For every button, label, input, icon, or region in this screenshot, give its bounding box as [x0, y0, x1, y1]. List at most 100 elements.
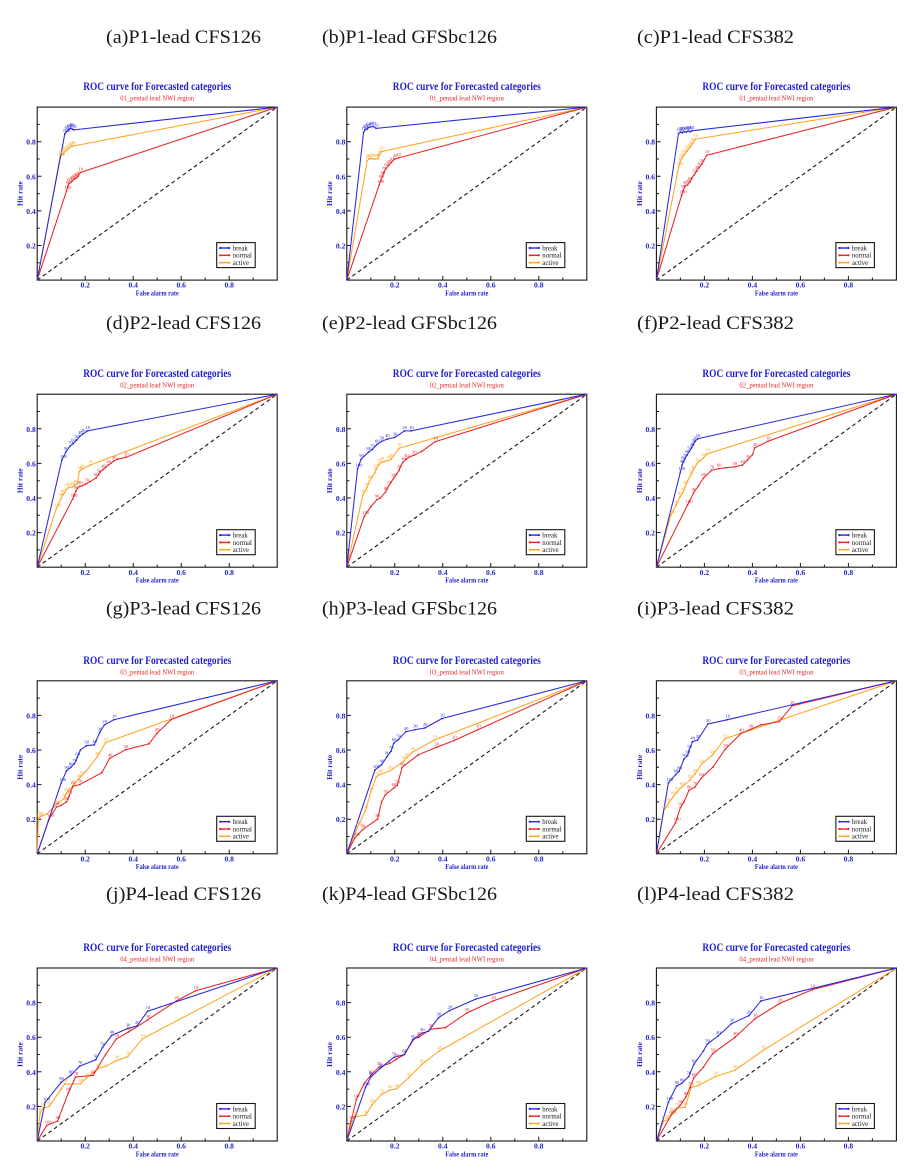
svg-text:0.2: 0.2	[26, 1102, 36, 1111]
svg-text:False alarm rate: False alarm rate	[755, 1149, 799, 1158]
svg-text:0.4: 0.4	[26, 494, 36, 503]
svg-text:Hit rate: Hit rate	[635, 754, 644, 780]
svg-text:100: 100	[364, 1081, 372, 1086]
svg-text:20: 20	[778, 998, 783, 1003]
svg-text:0.6: 0.6	[26, 172, 36, 181]
svg-text:90: 90	[364, 1109, 369, 1114]
svg-text:20: 20	[701, 452, 706, 457]
svg-text:break: break	[542, 819, 558, 826]
svg-text:70: 70	[682, 753, 687, 758]
svg-text:50: 50	[397, 464, 402, 469]
svg-text:50: 50	[84, 1072, 89, 1077]
svg-text:100: 100	[669, 1110, 677, 1115]
svg-text:50: 50	[692, 169, 697, 174]
svg-text:40: 40	[92, 739, 97, 744]
svg-text:active: active	[233, 1121, 249, 1128]
svg-text:40: 40	[69, 122, 74, 127]
svg-text:70: 70	[382, 166, 387, 171]
svg-text:100: 100	[353, 832, 361, 837]
svg-text:40: 40	[404, 726, 409, 731]
svg-text:50: 50	[65, 144, 70, 149]
svg-text:70: 70	[693, 781, 698, 786]
svg-text:04_pentad lead NWI region: 04_pentad lead NWI region	[120, 956, 194, 964]
svg-text:20: 20	[691, 137, 696, 142]
svg-text:80: 80	[66, 1087, 71, 1092]
svg-text:0.2: 0.2	[390, 1142, 400, 1151]
svg-text:0.8: 0.8	[26, 138, 36, 147]
svg-text:30: 30	[405, 752, 410, 757]
svg-text:70: 70	[683, 453, 688, 458]
svg-text:0.8: 0.8	[844, 1142, 854, 1151]
svg-text:30: 30	[749, 723, 754, 728]
svg-text:0.8: 0.8	[26, 425, 36, 434]
svg-text:0.4: 0.4	[646, 1068, 656, 1077]
svg-text:(g)P3-lead CFS126: (g)P3-lead CFS126	[106, 599, 261, 620]
svg-text:40: 40	[695, 165, 700, 170]
svg-text:40: 40	[96, 1062, 101, 1067]
svg-text:0.6: 0.6	[176, 568, 186, 577]
svg-text:break: break	[542, 533, 558, 540]
svg-text:60: 60	[685, 449, 690, 454]
svg-text:60: 60	[94, 1054, 99, 1059]
svg-text:100: 100	[65, 185, 73, 190]
svg-text:40: 40	[126, 1026, 131, 1031]
svg-text:70: 70	[61, 148, 66, 153]
svg-text:100: 100	[361, 489, 369, 494]
svg-text:90: 90	[678, 157, 683, 162]
svg-text:100: 100	[678, 466, 686, 471]
svg-text:70: 70	[383, 789, 388, 794]
svg-text:0.2: 0.2	[646, 1102, 656, 1111]
svg-text:70: 70	[69, 176, 74, 181]
svg-text:60: 60	[692, 1072, 697, 1077]
svg-text:70: 70	[686, 179, 691, 184]
svg-text:60: 60	[71, 175, 76, 180]
svg-text:30: 30	[699, 758, 704, 763]
svg-text:10: 10	[433, 436, 438, 441]
svg-text:ROC curve for Forecasted categ: ROC curve for Forecasted categories	[702, 940, 850, 954]
svg-text:50: 50	[688, 774, 693, 779]
svg-text:0.4: 0.4	[646, 494, 656, 503]
svg-text:0.6: 0.6	[646, 746, 656, 755]
svg-text:40: 40	[400, 761, 405, 766]
svg-text:30: 30	[434, 741, 439, 746]
svg-text:70: 70	[681, 487, 686, 492]
svg-text:60: 60	[392, 472, 397, 477]
svg-text:0.6: 0.6	[336, 1033, 346, 1042]
svg-text:40: 40	[110, 1030, 115, 1035]
svg-text:0.2: 0.2	[390, 568, 400, 577]
svg-text:20: 20	[135, 1020, 140, 1025]
svg-text:70: 70	[389, 745, 394, 750]
svg-text:90: 90	[41, 1102, 46, 1107]
svg-text:0.2: 0.2	[336, 1102, 346, 1111]
svg-text:break: break	[233, 245, 249, 252]
svg-text:80: 80	[367, 153, 372, 158]
svg-text:50: 50	[411, 1034, 416, 1039]
svg-text:80: 80	[687, 784, 692, 789]
svg-text:100: 100	[43, 1096, 51, 1101]
svg-text:40: 40	[72, 173, 77, 178]
svg-text:0.4: 0.4	[336, 781, 346, 790]
svg-text:break: break	[233, 819, 249, 826]
svg-text:40: 40	[376, 153, 381, 158]
svg-text:0.4: 0.4	[748, 568, 758, 577]
svg-text:20: 20	[706, 718, 711, 723]
svg-text:80: 80	[671, 791, 676, 796]
svg-text:60: 60	[75, 751, 80, 756]
svg-text:70: 70	[370, 444, 375, 449]
svg-text:30: 30	[77, 465, 82, 470]
svg-text:20: 20	[80, 463, 85, 468]
svg-text:70: 70	[67, 790, 72, 795]
svg-text:0.4: 0.4	[26, 207, 36, 216]
svg-text:0.4: 0.4	[646, 207, 656, 216]
svg-text:0.8: 0.8	[646, 138, 656, 147]
svg-text:10: 10	[476, 724, 481, 729]
svg-text:100: 100	[686, 499, 694, 504]
svg-text:60: 60	[717, 463, 722, 468]
svg-text:100: 100	[674, 817, 682, 822]
svg-text:False alarm rate: False alarm rate	[136, 862, 180, 871]
svg-text:50: 50	[689, 1081, 694, 1086]
svg-text:20: 20	[753, 442, 758, 447]
svg-text:20: 20	[465, 1007, 470, 1012]
svg-text:0.8: 0.8	[336, 999, 346, 1008]
svg-text:02_pentad lead NWI region: 02_pentad lead NWI region	[739, 382, 813, 390]
